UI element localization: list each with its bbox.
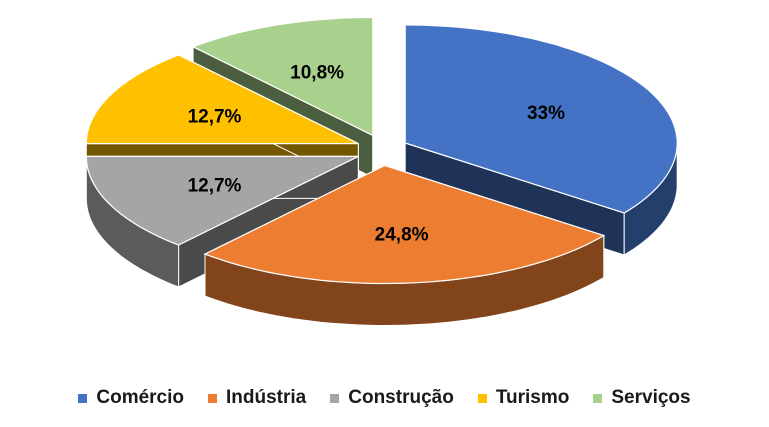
data-label-industria: 24,8% xyxy=(375,225,429,246)
pie-slice-industria xyxy=(203,164,606,326)
legend-label-construcao: Construção xyxy=(348,387,454,408)
legend-swatch-turismo xyxy=(477,393,487,403)
slice-top-servicos xyxy=(191,16,374,137)
data-label-turismo: 12,7% xyxy=(188,106,242,127)
legend-item-construcao: Construção xyxy=(330,387,454,409)
legend-item-turismo: Turismo xyxy=(477,387,570,409)
pie-plot-area: 33% 24,8% 12,7% 12,7% 10,8% xyxy=(85,16,678,326)
legend-item-industria: Indústria xyxy=(208,387,306,409)
legend-label-turismo: Turismo xyxy=(495,387,570,408)
slice-top-industria xyxy=(203,164,606,285)
legend-item-comercio: Comércio xyxy=(78,387,184,409)
legend: Comércio Indústria Construção Turismo Se… xyxy=(0,384,769,412)
legend-swatch-comercio xyxy=(78,393,88,403)
legend-swatch-industria xyxy=(208,393,218,403)
legend-item-servicos: Serviços xyxy=(593,387,691,409)
legend-swatch-servicos xyxy=(593,393,603,403)
legend-swatch-construcao xyxy=(330,393,340,403)
legend-label-servicos: Serviços xyxy=(611,387,691,408)
legend-label-comercio: Comércio xyxy=(96,387,185,408)
data-label-comercio: 33% xyxy=(527,103,565,124)
data-label-servicos: 10,8% xyxy=(290,62,344,83)
slice-top-comercio xyxy=(404,24,678,214)
slice-top-construcao xyxy=(85,155,359,246)
legend-label-industria: Indústria xyxy=(226,387,307,408)
slice-top-turismo xyxy=(85,54,359,145)
data-label-construcao: 12,7% xyxy=(188,176,242,197)
